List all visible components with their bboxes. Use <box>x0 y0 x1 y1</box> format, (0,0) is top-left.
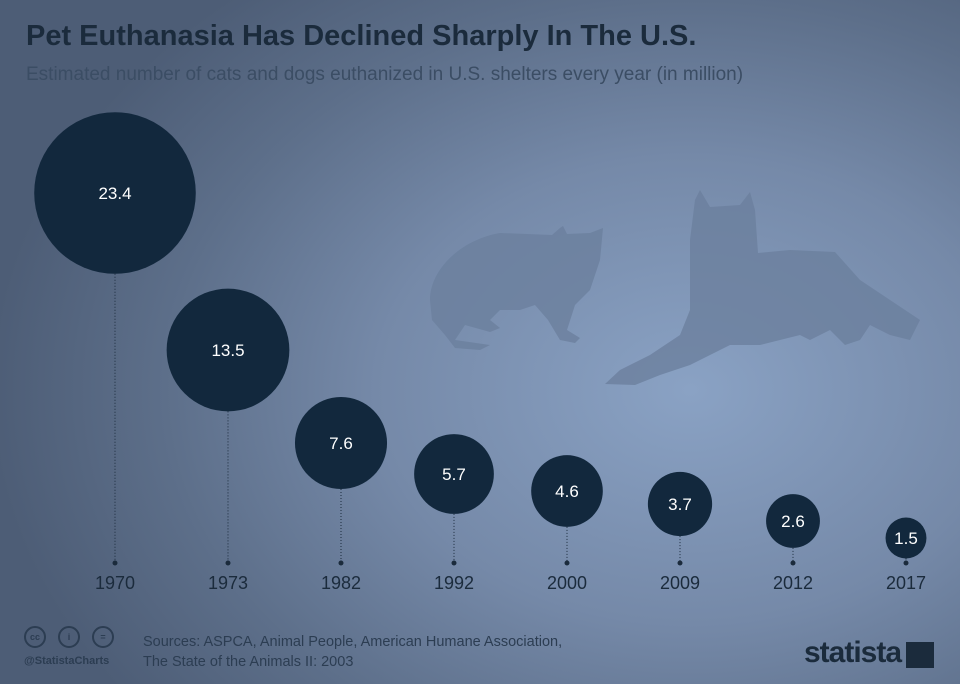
bubble-value-label: 3.7 <box>668 495 692 514</box>
year-label: 2012 <box>773 573 813 593</box>
year-label: 2017 <box>886 573 926 593</box>
year-label: 2009 <box>660 573 700 593</box>
bubble <box>414 434 494 514</box>
bubble <box>34 112 196 274</box>
bubble-value-label: 4.6 <box>555 482 579 501</box>
twitter-handle[interactable]: @StatistaCharts <box>24 655 110 667</box>
bubble-value-label: 5.7 <box>442 465 466 484</box>
axis-dot <box>564 560 570 566</box>
year-label: 1970 <box>95 573 135 593</box>
axis-dot <box>451 560 457 566</box>
axis-dot <box>903 560 909 566</box>
bubble-value-label: 2.6 <box>781 512 805 531</box>
bubble <box>647 471 713 537</box>
no-derivatives-icon: = <box>92 626 114 648</box>
axis-dot <box>677 560 683 566</box>
chart-subtitle: Estimated number of cats and dogs euthan… <box>26 64 744 85</box>
bubble <box>166 288 290 412</box>
bubble <box>294 396 388 490</box>
axis-dot <box>790 560 796 566</box>
year-label: 1992 <box>434 573 474 593</box>
bubble-value-label: 7.6 <box>329 434 353 453</box>
sources-line-1: Sources: ASPCA, Animal People, American … <box>143 634 563 650</box>
bubble-value-label: 23.4 <box>98 184 131 203</box>
axis-dot <box>338 560 344 566</box>
year-label: 1973 <box>208 573 248 593</box>
bubble <box>766 494 820 548</box>
attribution-icon: i <box>58 626 80 648</box>
bubble <box>885 517 927 559</box>
cat-silhouette <box>430 226 603 350</box>
cc-icon: cc <box>24 626 46 648</box>
year-label: 1982 <box>321 573 361 593</box>
bubble-value-label: 13.5 <box>211 341 244 360</box>
statista-logo-mark <box>906 642 934 668</box>
bubble-value-label: 1.5 <box>894 529 918 548</box>
bubble <box>531 455 603 527</box>
statista-logo[interactable]: statista <box>804 636 902 669</box>
chart-title: Pet Euthanasia Has Declined Sharply In T… <box>26 20 697 52</box>
axis-dot <box>112 560 118 566</box>
axis-dot <box>225 560 231 566</box>
sources-line-2: The State of the Animals II: 2003 <box>143 654 354 670</box>
sources: Sources: ASPCA, Animal People, American … <box>143 632 562 672</box>
dog-silhouette <box>605 190 920 385</box>
year-label: 2000 <box>547 573 587 593</box>
